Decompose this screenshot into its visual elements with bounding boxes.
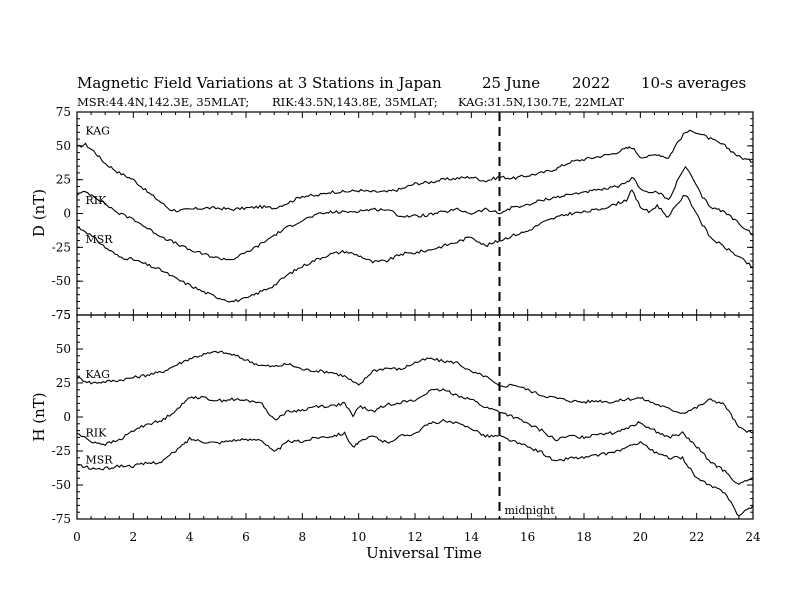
chart-date: 25 June [482, 74, 540, 92]
y-tick-label: -50 [52, 478, 71, 492]
x-tick-label: 6 [242, 530, 250, 544]
series-label-rik: RIK [85, 426, 107, 439]
h-axis-label: H (nT) [30, 392, 48, 441]
y-tick-label: 50 [56, 139, 71, 153]
series-label-kag: KAG [85, 368, 110, 381]
x-tick-label: 24 [745, 530, 761, 544]
d-panel: 75 50 25 0 -25 -50 -75 KAG RIK MSR [52, 105, 754, 322]
chart-title: Magnetic Field Variations at 3 Stations … [77, 74, 442, 92]
series-label-msr: MSR [85, 233, 113, 246]
y-tick-label: 50 [56, 342, 71, 356]
series-label-rik: RIK [85, 194, 107, 207]
h-panel: 75 50 25 0 -25 -50 -75 KAG RIK MSR [52, 308, 754, 526]
x-tick-label: 16 [520, 530, 535, 544]
y-tick-label: 25 [56, 376, 71, 390]
station-info-rik: RIK:43.5N,143.8E, 35MLAT; [272, 95, 438, 109]
y-tick-label: -50 [52, 274, 71, 288]
y-tick-label: -25 [52, 240, 71, 254]
d-axis-label: D (nT) [30, 189, 48, 237]
x-tick-label: 22 [689, 530, 704, 544]
x-tick-label: 2 [130, 530, 138, 544]
series-line-msr [76, 418, 754, 517]
midnight-label: midnight [505, 504, 556, 517]
series-line-kag [76, 129, 754, 213]
station-info-kag: KAG:31.5N,130.7E, 22MLAT [458, 95, 624, 109]
x-tick-label: 14 [464, 530, 480, 544]
x-axis-label: Universal Time [366, 544, 482, 562]
panel-frame [76, 111, 754, 316]
chart-averaging: 10-s averages [641, 74, 746, 92]
x-tick-label: 20 [633, 530, 648, 544]
x-tick-label: 0 [73, 530, 81, 544]
series-line-rik [76, 165, 754, 261]
chart-year: 2022 [572, 74, 610, 92]
series-line-rik [76, 388, 754, 486]
x-tick-label: 4 [186, 530, 194, 544]
series-label-kag: KAG [85, 124, 110, 137]
x-tick-label: 10 [351, 530, 366, 544]
x-tick-label: 18 [576, 530, 591, 544]
y-tick-label: 0 [63, 410, 71, 424]
series-label-msr: MSR [85, 454, 113, 467]
series-line-msr [76, 189, 754, 303]
y-tick-label: -25 [52, 444, 71, 458]
y-tick-label: -75 [52, 308, 71, 322]
panel-frame [76, 314, 754, 520]
station-info-msr: MSR:44.4N,142.3E, 35MLAT; [77, 95, 249, 109]
x-axis: 0 2 4 6 8 10 12 14 16 18 20 22 24 [73, 530, 761, 544]
y-tick-label: 75 [56, 308, 71, 322]
y-tick-label: -75 [52, 512, 71, 526]
x-tick-label: 8 [299, 530, 307, 544]
y-tick-label: 75 [56, 105, 71, 119]
x-tick-label: 12 [407, 530, 422, 544]
y-tick-label: 0 [63, 207, 71, 221]
series-line-kag [76, 350, 754, 434]
y-tick-label: 25 [56, 173, 71, 187]
